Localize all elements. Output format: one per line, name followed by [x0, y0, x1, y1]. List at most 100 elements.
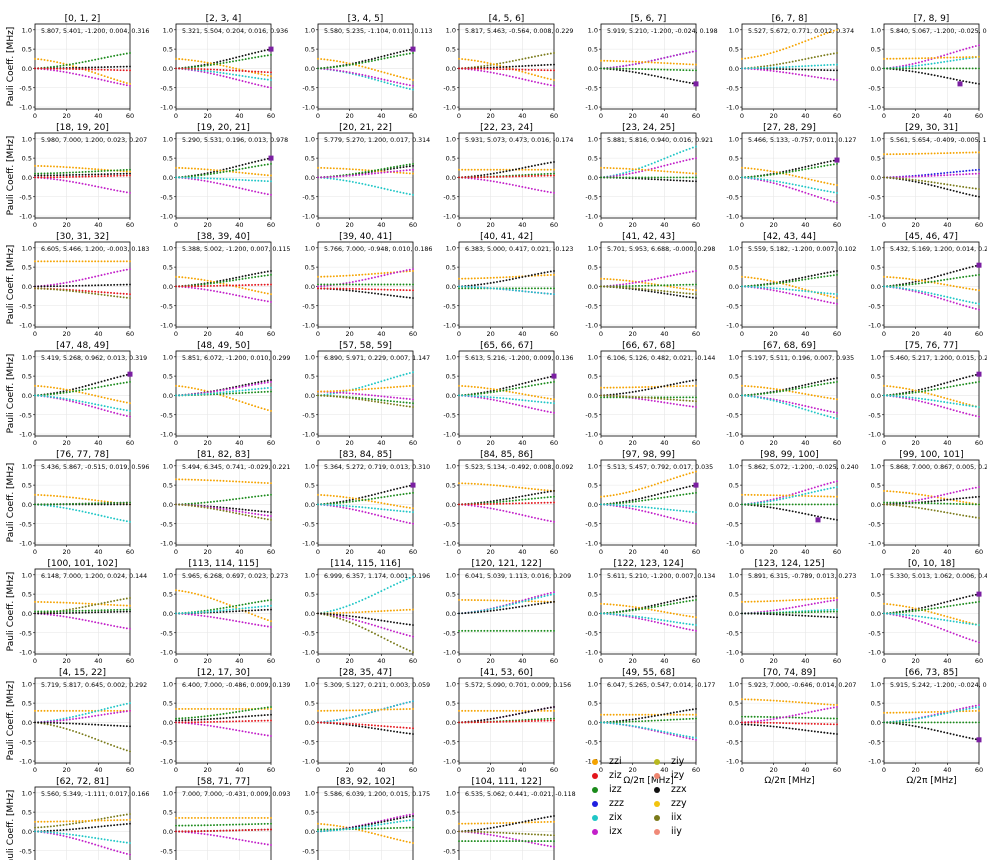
- data-point: [530, 56, 533, 59]
- data-point: [59, 67, 62, 70]
- data-point: [412, 168, 414, 171]
- data-point: [943, 152, 946, 155]
- data-point: [266, 74, 269, 77]
- data-point: [917, 291, 920, 294]
- series-zix: [458, 285, 555, 296]
- data-point: [492, 168, 495, 171]
- data-point: [116, 189, 119, 192]
- data-point: [653, 74, 656, 77]
- data-point: [889, 67, 892, 70]
- data-point: [94, 394, 97, 397]
- data-point: [968, 151, 971, 154]
- x-tick-label: 0: [33, 439, 37, 447]
- data-point: [794, 169, 797, 172]
- y-tick-label: 0.5: [305, 264, 315, 272]
- subplot-params: 5.419, 5.268, 0.962, 0.013, 0.319: [41, 355, 147, 362]
- data-point: [791, 65, 794, 68]
- data-point: [679, 171, 682, 174]
- data-point: [691, 405, 694, 408]
- data-point: [962, 192, 965, 195]
- data-point: [263, 163, 266, 166]
- data-point: [747, 285, 750, 288]
- data-point: [62, 174, 65, 177]
- data-point: [534, 174, 536, 177]
- data-point: [216, 290, 219, 293]
- y-tick-label: 0.0: [22, 283, 32, 291]
- data-point: [342, 287, 345, 290]
- data-point: [823, 54, 826, 57]
- data-point: [647, 399, 650, 402]
- data-point: [87, 404, 90, 407]
- data-point: [197, 283, 200, 286]
- data-point: [644, 177, 647, 180]
- data-point: [412, 79, 414, 81]
- y-tick-label: 0.5: [871, 155, 881, 163]
- data-point: [219, 281, 222, 284]
- data-point: [94, 275, 97, 278]
- data-point: [78, 260, 81, 263]
- data-point: [676, 179, 678, 182]
- data-point: [798, 65, 800, 68]
- data-point: [682, 150, 685, 152]
- data-point: [826, 77, 829, 80]
- data-point: [238, 69, 241, 72]
- data-point: [657, 284, 659, 287]
- data-point: [197, 167, 200, 170]
- y-tick-label: 1.0: [446, 135, 456, 143]
- data-point: [49, 288, 52, 291]
- data-point: [826, 198, 829, 201]
- data-point: [396, 375, 399, 378]
- data-point: [518, 287, 521, 290]
- data-point: [408, 48, 411, 51]
- subplot-title: [48, 49, 50]: [197, 341, 250, 351]
- data-point: [402, 172, 405, 174]
- subplot: [0, 1, 2]1.00.50.0-0.5-1.00 20 40 605.807, …: [6, 14, 149, 120]
- data-point: [965, 300, 968, 303]
- data-point: [91, 59, 93, 62]
- data-point: [813, 64, 816, 67]
- data-point: [625, 70, 628, 72]
- data-point: [91, 402, 93, 405]
- data-point: [209, 63, 212, 66]
- axes-frame: [458, 350, 555, 437]
- data-point: [332, 59, 335, 62]
- data-point: [412, 371, 414, 374]
- data-point: [669, 383, 672, 386]
- data-point: [46, 395, 49, 398]
- data-point: [631, 70, 634, 73]
- data-point: [905, 67, 908, 70]
- data-point: [695, 379, 697, 381]
- data-point: [194, 393, 196, 396]
- y-tick-label: 0.0: [305, 392, 315, 400]
- data-point: [965, 186, 968, 189]
- data-point: [408, 385, 411, 387]
- data-point: [228, 390, 231, 393]
- data-point: [769, 288, 772, 291]
- data-point: [91, 405, 93, 408]
- data-point: [527, 187, 530, 190]
- data-point: [113, 283, 116, 286]
- data-point: [820, 76, 823, 79]
- data-point: [505, 170, 508, 173]
- data-point: [119, 283, 122, 286]
- data-point: [760, 284, 762, 287]
- data-point: [380, 58, 383, 60]
- data-point: [393, 386, 395, 389]
- data-point: [631, 169, 634, 172]
- data-point: [389, 56, 392, 59]
- subplot: [22, 23, 24]1.00.50.0-0.5-1.00 20 40 605.93…: [443, 123, 573, 229]
- data-point: [836, 302, 838, 305]
- data-point: [78, 171, 81, 174]
- data-point: [971, 151, 974, 154]
- data-point: [753, 177, 756, 180]
- subplot-title: [3, 4, 5]: [348, 14, 384, 24]
- data-point: [103, 75, 106, 78]
- data-point: [458, 57, 460, 60]
- data-point: [399, 169, 402, 172]
- data-point: [785, 291, 788, 294]
- series-izx: [317, 268, 414, 288]
- data-point: [464, 58, 467, 61]
- data-point: [78, 386, 81, 389]
- subplot-params: 6.605, 5.466, 1.200, -0.003, 0.183: [41, 246, 149, 253]
- data-point: [921, 179, 923, 182]
